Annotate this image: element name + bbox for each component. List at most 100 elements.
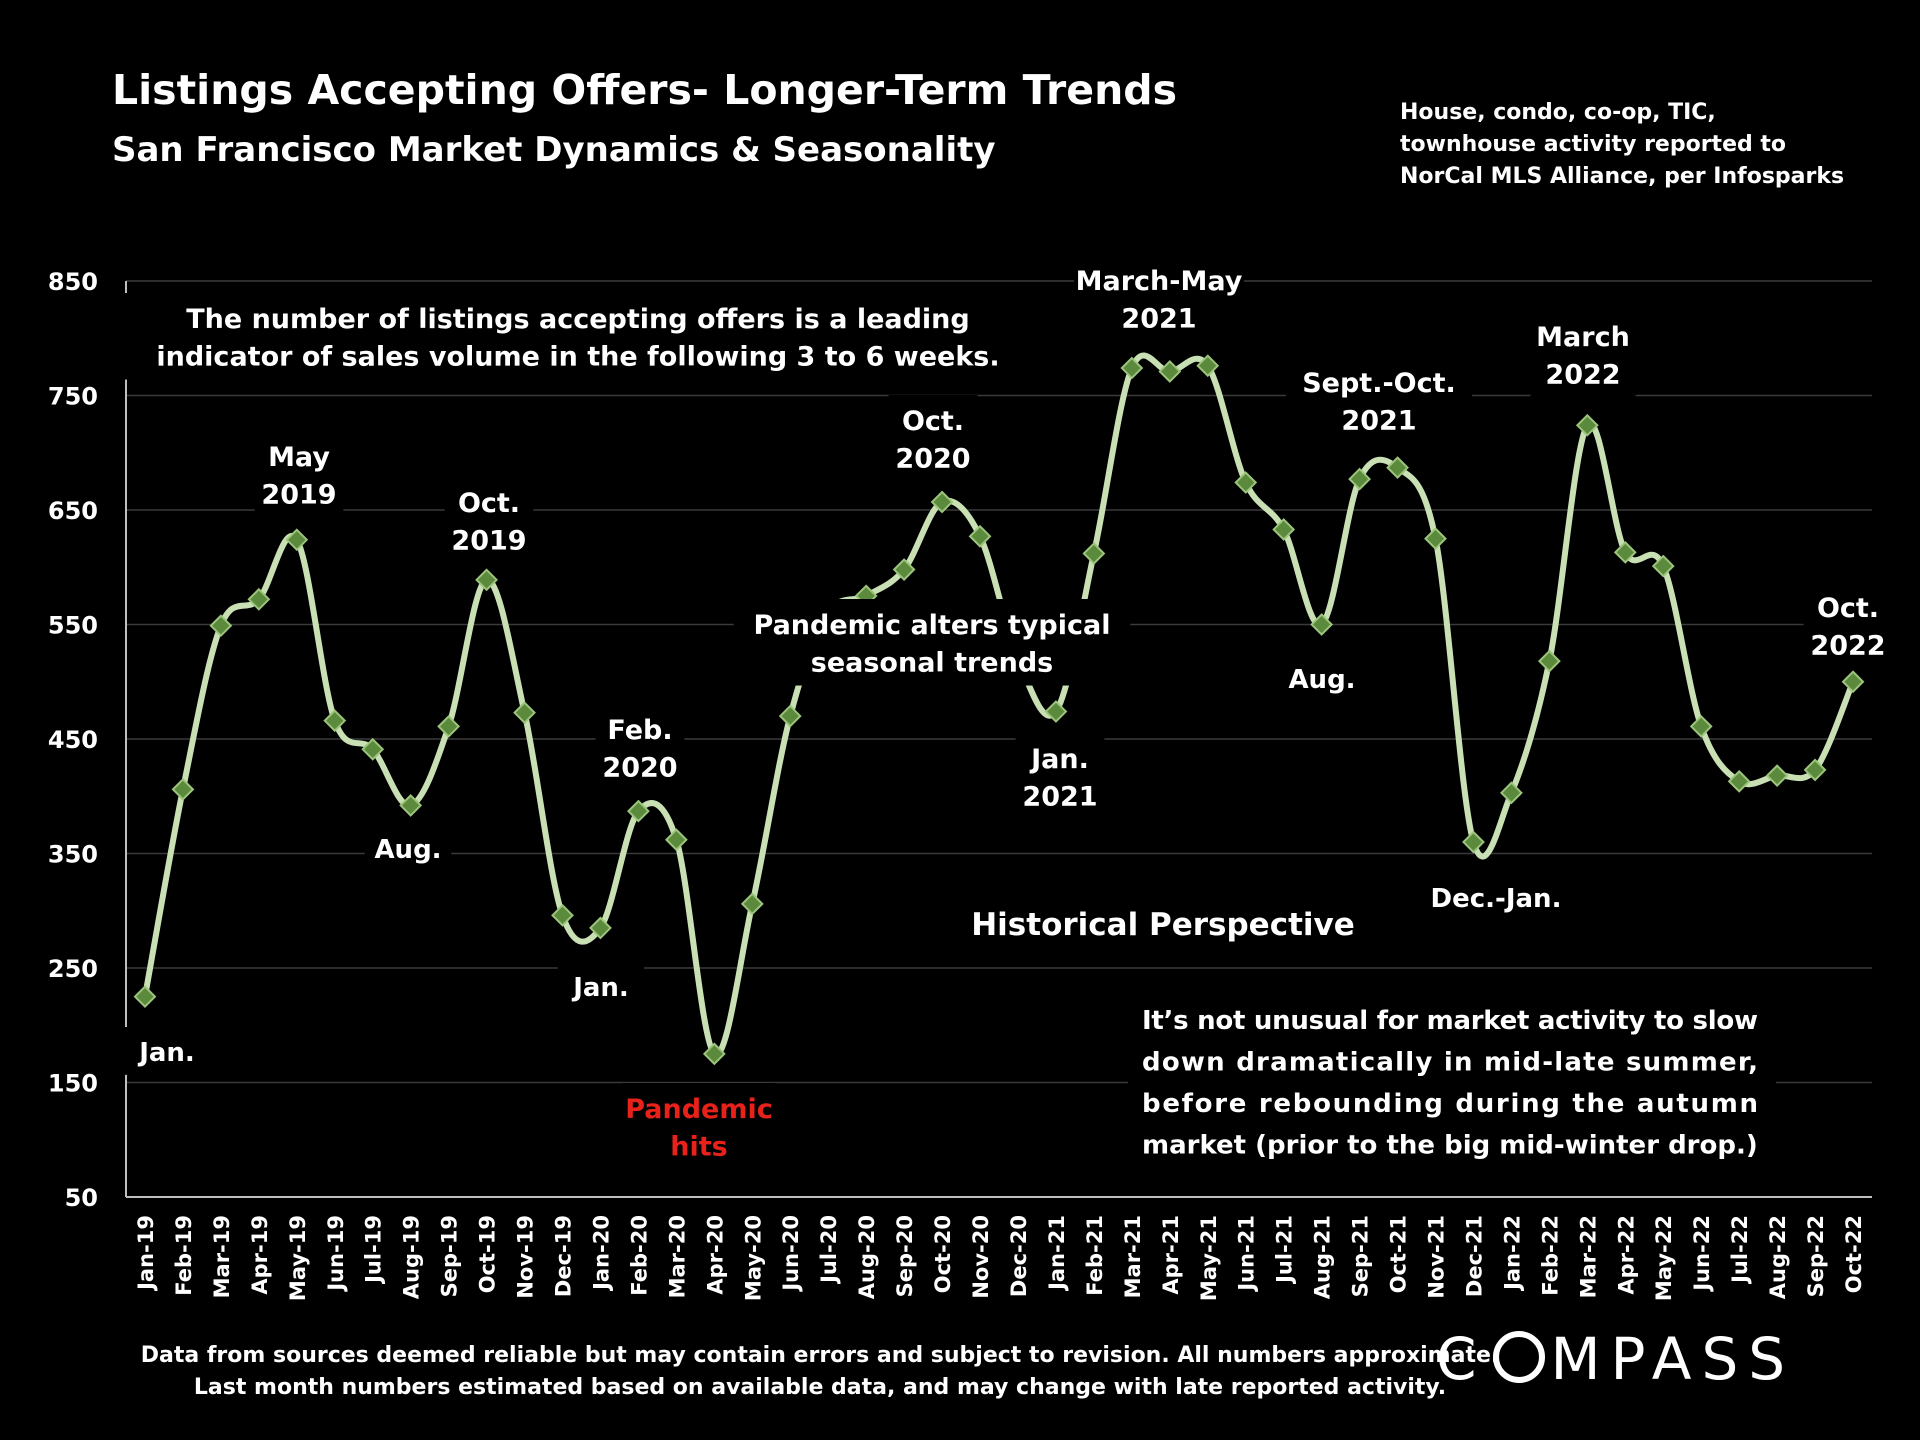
data-point-marker <box>930 490 954 514</box>
x-tick-label: Apr-21 <box>1159 1215 1183 1295</box>
data-point-marker <box>1462 830 1485 854</box>
data-point-marker <box>513 701 536 725</box>
compass-logo: C MPASS <box>1436 1325 1795 1393</box>
data-point-marker <box>1765 764 1789 788</box>
logo-text-end: MPASS <box>1550 1325 1796 1393</box>
commentary-line: before rebounding during the autumn <box>1142 1089 1758 1119</box>
annotation-label: Jan. <box>1029 744 1089 775</box>
y-tick-label: 250 <box>48 955 98 983</box>
data-point-marker <box>1499 781 1523 805</box>
x-tick-label: Feb-19 <box>172 1215 196 1296</box>
x-tick-label: May-20 <box>741 1215 765 1301</box>
annotation-label: Oct. <box>458 488 520 519</box>
data-point-marker <box>1689 714 1713 738</box>
annotation-label: March <box>1536 322 1630 353</box>
source-line: NorCal MLS Alliance, per Infosparks <box>1400 164 1845 189</box>
y-tick-label: 450 <box>48 726 98 754</box>
annotation-label: Pandemic <box>625 1094 773 1125</box>
x-tick-label: Jan-20 <box>589 1215 613 1292</box>
x-tick-label: Mar-22 <box>1576 1215 1600 1298</box>
y-tick-label: 750 <box>48 383 98 411</box>
annotation-label-line2: indicator of sales volume in the followi… <box>156 341 999 372</box>
x-tick-label: Nov-21 <box>1425 1215 1449 1299</box>
annotation-label: Jan. <box>571 973 629 1003</box>
x-tick-label: Sep-20 <box>893 1215 917 1297</box>
x-tick-label: Sep-22 <box>1804 1215 1828 1297</box>
x-tick-label: Mar-19 <box>210 1215 234 1298</box>
annotation-backdrop <box>733 599 1131 686</box>
x-tick-label: Oct-21 <box>1387 1215 1411 1293</box>
x-tick-label: Jul-21 <box>1273 1215 1297 1285</box>
logo-text-start: C <box>1436 1325 1487 1393</box>
data-point-marker <box>1575 413 1599 437</box>
footnote: Data from sources deemed reliable but ma… <box>0 1340 1640 1404</box>
annotation-label: Dec.-Jan. <box>1431 884 1562 914</box>
x-tick-label: Dec-19 <box>552 1215 576 1297</box>
x-tick-label: Aug-19 <box>400 1215 424 1299</box>
x-tick-label: Oct-19 <box>476 1215 500 1293</box>
data-point-marker <box>133 985 157 1009</box>
data-point-marker <box>1841 670 1865 694</box>
annotation-backdrop <box>888 395 978 482</box>
data-point-marker <box>551 903 574 927</box>
annotation-label-line2: 2022 <box>1545 359 1620 390</box>
data-point-marker <box>209 614 233 638</box>
y-tick-label: 650 <box>48 497 98 525</box>
data-point-marker <box>1310 613 1334 636</box>
chart-subtitle: San Francisco Market Dynamics & Seasonal… <box>112 130 996 170</box>
footnote-line: Last month numbers estimated based on av… <box>193 1375 1447 1400</box>
x-tick-label: Sep-21 <box>1349 1215 1373 1297</box>
annotation-label: Oct. <box>1817 593 1879 624</box>
annotation-label: The number of listings accepting offers … <box>186 304 970 335</box>
annotation-label: March-May <box>1076 266 1243 297</box>
x-tick-label: Feb-21 <box>1083 1215 1107 1296</box>
annotation-label: Pandemic alters typical <box>754 610 1111 641</box>
commentary-line: market (prior to the big mid-winter drop… <box>1142 1131 1758 1161</box>
annotation-backdrop <box>112 293 1044 380</box>
annotation-label-line2: 2021 <box>1341 405 1416 436</box>
y-tick-label: 150 <box>48 1070 98 1098</box>
y-tick-label: 550 <box>48 612 98 640</box>
annotation-backdrop <box>364 824 452 872</box>
data-point-marker <box>968 524 992 548</box>
x-tick-label: Jun-22 <box>1690 1215 1714 1293</box>
annotation-label: Jan. <box>137 1038 195 1068</box>
data-point-marker <box>589 916 612 940</box>
annotation-label: Sept.-Oct. <box>1302 368 1456 399</box>
x-tick-label: Feb-20 <box>627 1215 651 1296</box>
x-tick-label: Dec-21 <box>1462 1215 1486 1297</box>
data-point-marker <box>778 704 802 728</box>
x-tick-label: Jun-21 <box>1235 1215 1259 1293</box>
annotation-backdrop <box>254 431 344 518</box>
annotation-label-line2: 2021 <box>1121 303 1196 334</box>
footnote-line: Data from sources deemed reliable but ma… <box>140 1343 1500 1368</box>
x-tick-label: Aug-22 <box>1766 1215 1790 1299</box>
commentary-backdrop <box>1128 990 1776 1166</box>
data-point-marker <box>1158 360 1182 383</box>
x-tick-label: May-19 <box>286 1215 310 1301</box>
annotation-label-line2: seasonal trends <box>811 647 1053 678</box>
annotation-label: Aug. <box>1288 665 1355 695</box>
annotation-backdrop <box>595 704 685 791</box>
x-tick-label: Jun-20 <box>779 1215 803 1293</box>
source-note: House, condo, co-op, TIC, townhouse acti… <box>1400 97 1844 193</box>
data-point-marker <box>702 1042 726 1066</box>
x-tick-label: Mar-20 <box>665 1215 689 1298</box>
data-point-marker <box>1044 700 1068 723</box>
x-tick-label: Jan-19 <box>134 1215 158 1292</box>
annotation-label-line2: 2022 <box>1810 630 1885 661</box>
x-tick-label: Jul-22 <box>1728 1215 1752 1285</box>
annotation-backdrop <box>1530 311 1636 398</box>
data-point-marker <box>1651 554 1675 578</box>
y-tick-label: 350 <box>48 841 98 869</box>
annotation-label-line2: 2020 <box>602 752 677 783</box>
data-point-marker <box>1613 540 1637 564</box>
logo-circle-icon <box>1492 1331 1545 1383</box>
data-point-marker <box>1803 758 1827 782</box>
annotation-backdrop <box>622 1083 776 1170</box>
data-point-marker <box>1537 649 1561 673</box>
annotation-backdrop <box>1074 255 1244 342</box>
annotation-backdrop <box>1015 733 1105 820</box>
x-tick-label: May-22 <box>1652 1215 1676 1301</box>
